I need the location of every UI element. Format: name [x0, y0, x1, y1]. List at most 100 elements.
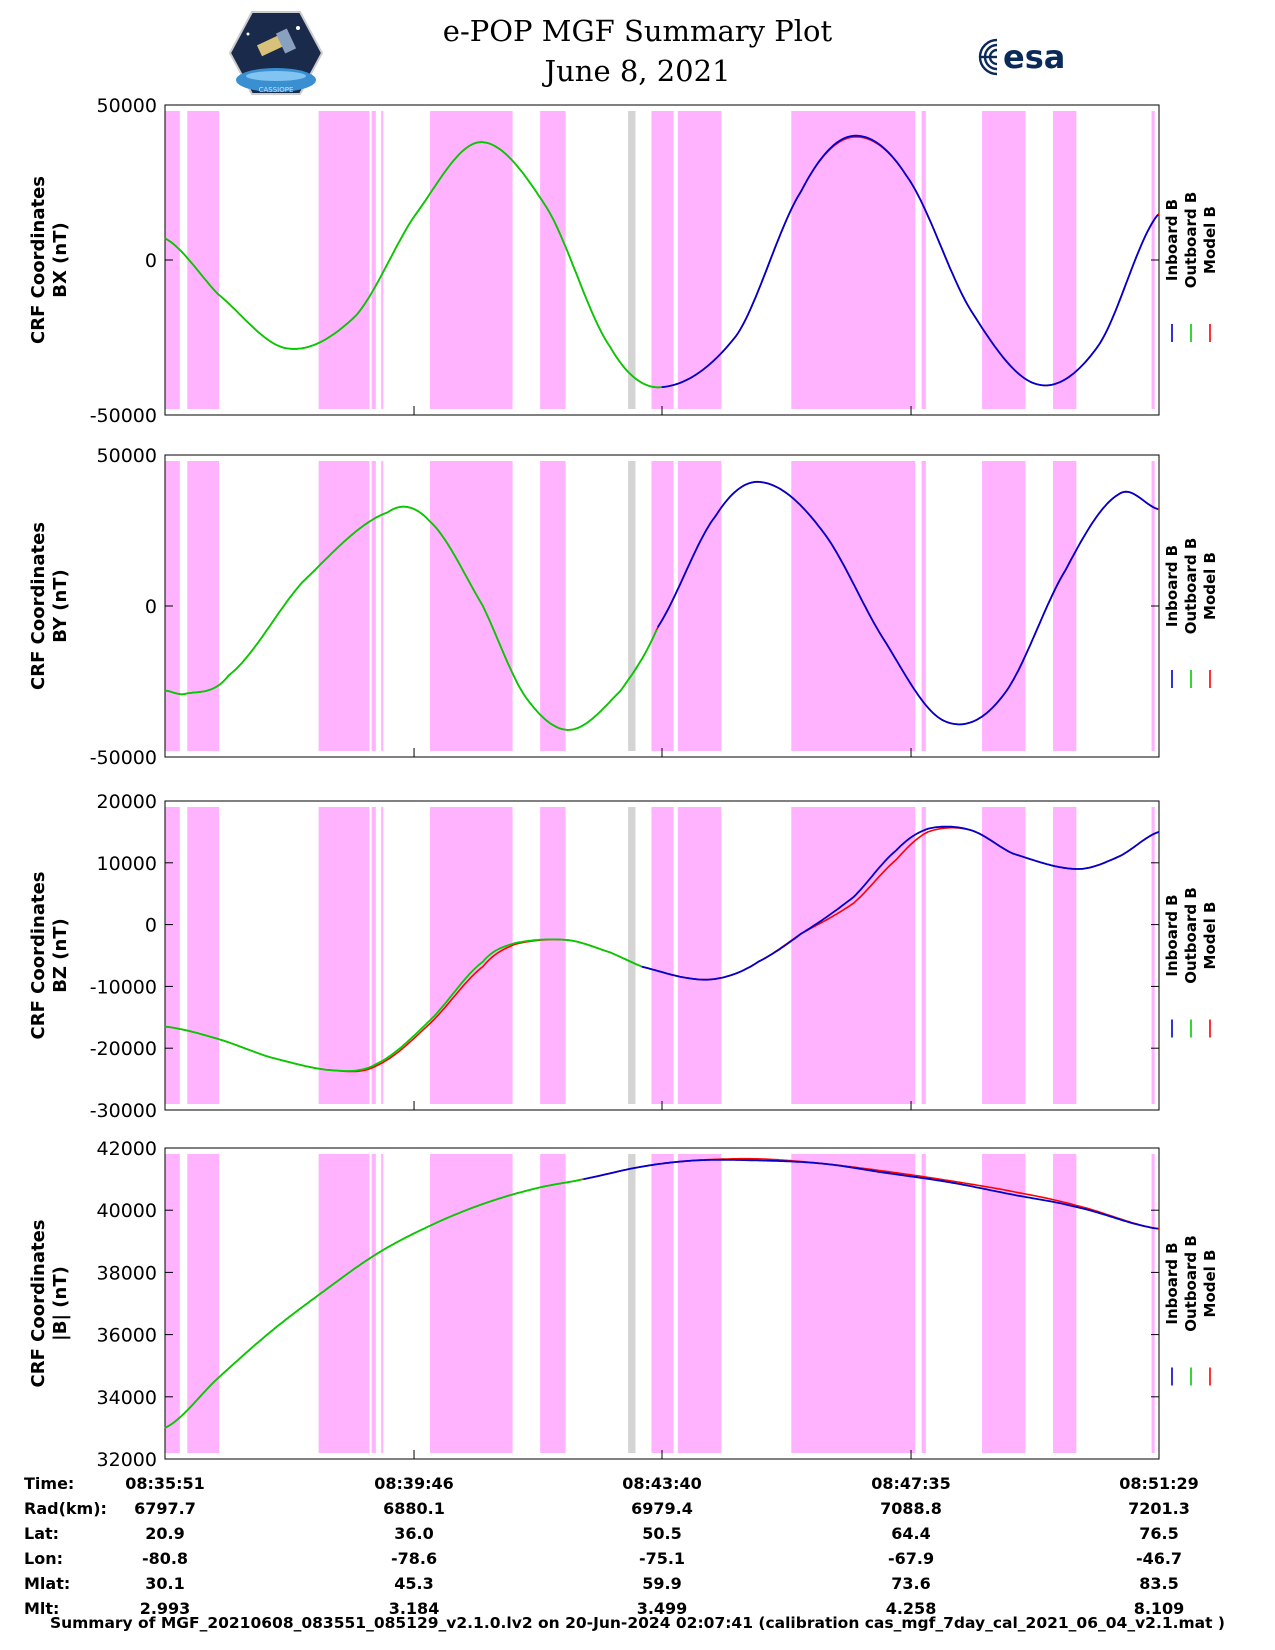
panel-3-bar	[921, 807, 926, 1104]
panel-2-ylabel-line1: CRF Coordinates	[28, 522, 49, 690]
panel-4-bar	[165, 1154, 180, 1453]
panel-4-bar	[651, 1154, 674, 1453]
panel-4-bar	[381, 1154, 384, 1453]
panel-2-bar	[791, 461, 916, 751]
ephemeris-cell: 45.3	[394, 1574, 434, 1593]
panel-1-bar	[1053, 111, 1077, 409]
panel-2-bar	[982, 461, 1026, 751]
panel-2-bar	[1053, 461, 1077, 751]
panel-4-legend-label: Model B	[1201, 1250, 1219, 1318]
ephemeris-cell: 2.993	[139, 1599, 191, 1618]
ephemeris-cell: 08:47:35	[871, 1474, 951, 1493]
panel-4-bar	[982, 1154, 1026, 1453]
panel-3-bar	[1053, 807, 1077, 1104]
panel-4-bar	[540, 1154, 566, 1453]
ephemeris-cell: 08:51:29	[1119, 1474, 1199, 1493]
footer-caption: Summary of MGF_20210608_083551_085129_v2…	[49, 1614, 1226, 1632]
panel-3-bar	[371, 807, 376, 1104]
esa-logo-text: esa	[1003, 38, 1065, 76]
panel-2-ylabel-line2: BY (nT)	[50, 569, 71, 643]
panel-1-bar	[651, 111, 674, 409]
panel-3-bar	[628, 807, 636, 1104]
ephemeris-row-label: Lat:	[24, 1524, 60, 1543]
panel-3-legend-label: Inboard B	[1163, 894, 1181, 976]
panel-1-bar	[791, 111, 916, 409]
panel-4-ytick-label: 34000	[97, 1387, 157, 1409]
panel-1-bar	[628, 111, 636, 409]
epop-mission-logo: CASSIOPE	[228, 11, 324, 95]
esa-logo: esa	[978, 38, 1065, 76]
panel-3-legend-label: Outboard B	[1182, 887, 1200, 984]
panel-1-bar	[381, 111, 384, 409]
ephemeris-cell: 6797.7	[134, 1499, 196, 1518]
panel-3-ytick-label: -30000	[90, 1100, 157, 1122]
panel-2-bar	[187, 461, 220, 751]
panel-3-bar	[791, 807, 916, 1104]
ephemeris-cell: 7201.3	[1128, 1499, 1190, 1518]
panel-3-ytick-label: 10000	[97, 853, 157, 875]
panel-1-legend-label: Model B	[1201, 206, 1219, 274]
ephemeris-cell: 50.5	[642, 1524, 682, 1543]
ephemeris-cell: 36.0	[394, 1524, 434, 1543]
panel-4-ytick-label: 42000	[97, 1138, 157, 1160]
panel-1-ylabel-line1: CRF Coordinates	[28, 176, 49, 344]
panel-3-bar	[982, 807, 1026, 1104]
panel-3-ytick-label: 20000	[97, 791, 157, 813]
panel-1-ytick-label: 0	[145, 250, 157, 272]
ephemeris-row-label: Lon:	[24, 1549, 63, 1568]
ephemeris-cell: -75.1	[638, 1549, 686, 1568]
panel-4-ytick-label: 40000	[97, 1200, 157, 1222]
ephemeris-cell: -46.7	[1135, 1549, 1183, 1568]
panel-2-legend-label: Outboard B	[1182, 538, 1200, 635]
panel-2-bar	[371, 461, 376, 751]
panel-3-bar	[187, 807, 220, 1104]
panel-4-bar	[791, 1154, 916, 1453]
panel-3-legend-label: Model B	[1201, 902, 1219, 970]
panel-4-legend-label: Outboard B	[1182, 1235, 1200, 1332]
panel-1-bar	[982, 111, 1026, 409]
ephemeris-cell: 6880.1	[383, 1499, 445, 1518]
panel-3-bar	[318, 807, 370, 1104]
panel-4-ytick-label: 32000	[97, 1449, 157, 1471]
panel-3-bar	[540, 807, 566, 1104]
panel-3-inboard-line	[641, 825, 1160, 981]
panel-1-bar	[318, 111, 370, 409]
panel-1-bar	[187, 111, 220, 409]
panel-4-inboard-line	[583, 1158, 1159, 1230]
panel-2-outboard-line	[164, 505, 658, 731]
panel-3-bar	[677, 807, 722, 1104]
panel-1-legend-label: Inboard B	[1163, 199, 1181, 281]
ephemeris-row-label: Mlt:	[24, 1599, 60, 1618]
panel-4-bar	[318, 1154, 370, 1453]
panel-4-ylabel-line2: |B| (nT)	[50, 1266, 71, 1341]
panel-4-bar	[187, 1154, 220, 1453]
panel-1-bar	[921, 111, 926, 409]
ephemeris-row-label: Mlat:	[24, 1574, 71, 1593]
ephemeris-cell: 76.5	[1139, 1524, 1179, 1543]
page-date: June 8, 2021	[544, 54, 731, 88]
panel-3-bar	[165, 807, 180, 1104]
panel-4-bar	[677, 1154, 722, 1453]
ephemeris-cell: 20.9	[145, 1524, 185, 1543]
panel-4-bar	[1151, 1154, 1155, 1453]
panel-1-outboard-line	[164, 141, 661, 389]
epop-logo-text: CASSIOPE	[259, 86, 294, 94]
panel-2-bar	[921, 461, 926, 751]
ephemeris-cell: 3.499	[636, 1599, 688, 1618]
panel-4-ytick-label: 38000	[97, 1262, 157, 1284]
panel-2-bar	[540, 461, 566, 751]
panel-2-bar	[318, 461, 370, 751]
ephemeris-cell: 4.258	[885, 1599, 937, 1618]
ephemeris-cell: 59.9	[642, 1574, 682, 1593]
panel-3-bar	[651, 807, 674, 1104]
ephemeris-cell: 83.5	[1139, 1574, 1179, 1593]
panel-4-outboard-line	[164, 1178, 583, 1429]
panel-2-bar	[677, 461, 722, 751]
panel-4-ytick-label: 36000	[97, 1325, 157, 1347]
panel-1-bar	[371, 111, 376, 409]
ephemeris-row-label: Rad(km):	[24, 1499, 107, 1518]
panel-2-inboard-line	[657, 480, 1159, 726]
panel-4-bar	[921, 1154, 926, 1453]
panel-2-ytick-label: 50000	[97, 445, 157, 467]
